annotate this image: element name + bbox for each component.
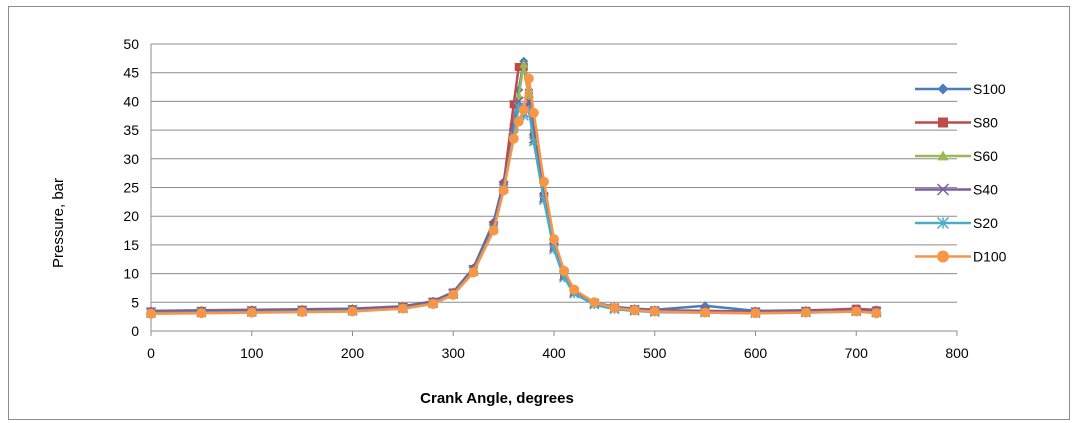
data-point	[508, 133, 519, 144]
data-point	[397, 303, 408, 314]
y-tick-label: 0	[131, 323, 139, 339]
data-point	[297, 307, 308, 318]
x-tick-label: 700	[845, 345, 869, 361]
y-tick-label: 10	[123, 266, 139, 282]
x-tick-label: 400	[542, 345, 566, 361]
y-axis-title: Pressure, bar	[50, 178, 67, 268]
data-point-stroke	[936, 183, 950, 196]
y-tick-label: 15	[123, 237, 139, 253]
data-point	[528, 107, 539, 118]
data-point	[851, 306, 862, 317]
x-tick-label: 600	[744, 345, 768, 361]
legend-item-s40: S40	[915, 182, 998, 198]
series-d100	[146, 73, 882, 319]
data-point	[700, 307, 711, 318]
x-tick-label: 0	[147, 345, 155, 361]
x-tick-label: 200	[341, 345, 365, 361]
data-point	[509, 100, 518, 109]
data-point	[246, 307, 257, 318]
data-point	[514, 62, 523, 71]
data-point	[649, 306, 660, 317]
data-point	[936, 216, 950, 230]
data-point	[609, 303, 620, 314]
legend-label: S100	[973, 81, 1006, 97]
x-tick-label: 100	[240, 345, 264, 361]
legend: S100 S80 S60 S40 S20 D100	[915, 81, 1007, 265]
data-point	[146, 308, 156, 319]
legend-item-s60: S60	[915, 148, 998, 164]
y-tick-label: 25	[123, 180, 139, 196]
data-point	[448, 289, 459, 300]
x-tick-label: 800	[945, 345, 969, 361]
data-point	[549, 234, 559, 245]
data-point	[498, 185, 509, 196]
legend-item-s100: S100	[915, 81, 1006, 97]
data-point	[800, 307, 811, 318]
series-s80	[147, 62, 881, 316]
y-tick-label: 30	[123, 151, 139, 167]
data-point	[589, 297, 600, 308]
data-point	[347, 306, 358, 317]
data-point	[196, 308, 207, 319]
data-point	[569, 284, 580, 295]
data-point	[514, 91, 524, 100]
data-point	[519, 59, 529, 68]
data-point	[428, 299, 439, 310]
legend-label: D100	[973, 249, 1007, 265]
y-tick-label: 5	[131, 294, 139, 310]
data-point	[871, 308, 882, 319]
legend-item-s20: S20	[915, 215, 998, 231]
legend-label: S40	[973, 182, 998, 198]
legend-label: S80	[973, 115, 998, 131]
data-point	[937, 250, 949, 263]
legend-label: S20	[973, 215, 998, 231]
y-tick-label: 50	[123, 36, 139, 52]
data-point	[937, 83, 949, 95]
data-point	[523, 73, 534, 84]
data-point	[750, 308, 761, 319]
data-point	[538, 176, 549, 187]
legend-label: S60	[973, 148, 998, 164]
y-tick-label: 20	[123, 208, 139, 224]
data-point	[468, 267, 479, 278]
series-layer	[145, 56, 882, 319]
data-point	[937, 150, 949, 161]
gridlines	[151, 43, 957, 332]
data-point	[488, 225, 499, 236]
chart-frame: 0 5 10 15 20 25 30 35 40 45 50 0 100 200 300 400 500 600 7…	[8, 6, 1070, 420]
data-point	[559, 265, 570, 276]
data-point	[938, 117, 948, 128]
data-point	[629, 305, 640, 316]
y-tick-label: 40	[123, 93, 139, 109]
y-tick-label: 45	[123, 65, 139, 81]
data-point	[936, 183, 950, 196]
data-point	[518, 105, 529, 116]
y-tick-label: 35	[123, 122, 139, 138]
x-tick-label: 300	[442, 345, 466, 361]
x-tick-label: 500	[643, 345, 667, 361]
legend-item-d100: D100	[915, 249, 1007, 265]
data-point	[513, 116, 524, 127]
x-axis-title: Crank Angle, degrees	[420, 390, 574, 407]
legend-item-s80: S80	[915, 115, 998, 131]
